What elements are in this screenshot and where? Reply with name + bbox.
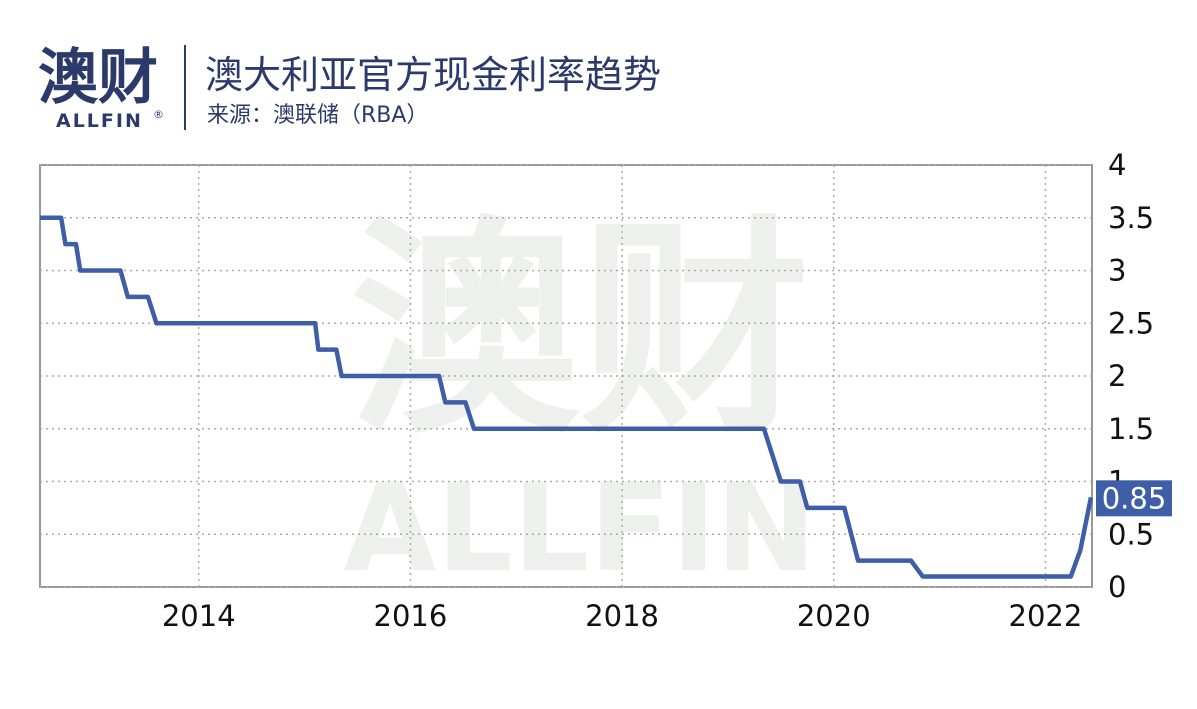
watermark-cn: 澳财 [350,198,810,465]
y-tick-label: 3.5 [1108,201,1154,235]
y-tick-label: 0.5 [1108,517,1154,551]
value-label: 0.85 [1102,481,1167,515]
watermark-en: ALLFIN [344,460,817,599]
series-line [40,215,1094,579]
logo-en: ALLFIN [56,110,143,132]
y-tick-label: 2 [1108,359,1126,393]
x-tick-label: 2018 [585,599,659,633]
value-label-box [1096,480,1172,517]
y-tick-label: 0 [1108,570,1126,604]
chart-subtitle: 来源：澳联储（RBA） [207,103,428,128]
logo-mark: ® [153,108,164,121]
y-tick-label: 3 [1108,254,1126,288]
y-tick-label: 1.5 [1108,412,1154,446]
x-tick-label: 2020 [797,599,871,633]
chart-title: 澳大利亚官方现金利率趋势 [205,53,661,97]
y-tick-label: 2.5 [1108,306,1154,340]
x-tick-label: 2022 [1009,599,1083,633]
y-tick-label: 4 [1108,148,1126,182]
x-tick-label: 2016 [374,599,448,633]
logo-cn: 澳财 [38,43,158,113]
watermark: 澳财 ALLFIN [344,198,817,599]
x-tick-label: 2014 [162,599,236,633]
